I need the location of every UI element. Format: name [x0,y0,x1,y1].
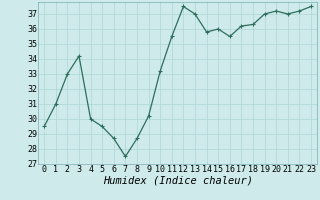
X-axis label: Humidex (Indice chaleur): Humidex (Indice chaleur) [103,176,252,186]
